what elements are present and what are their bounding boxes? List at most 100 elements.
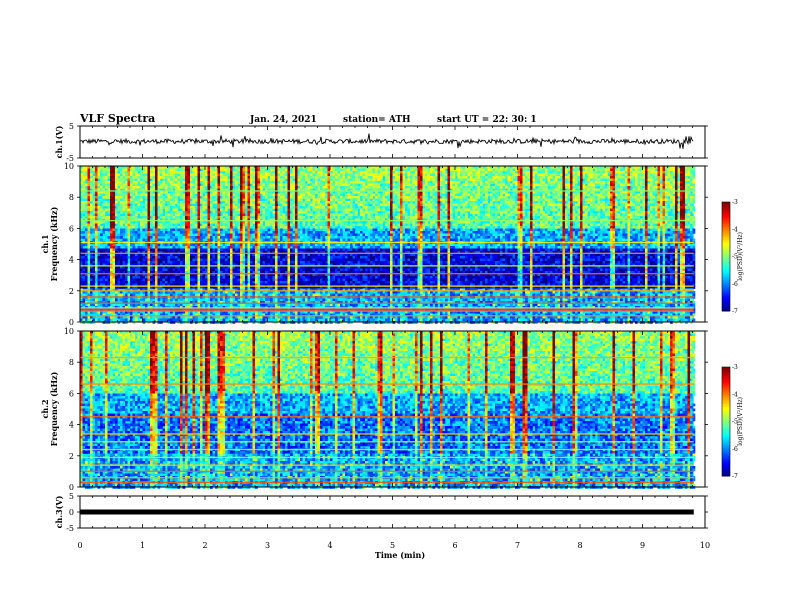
psd-cell [565, 176, 568, 179]
psd-cell [688, 214, 691, 217]
psd-cell [133, 179, 136, 182]
psd-cell [468, 199, 471, 202]
psd-cell [233, 201, 236, 204]
psd-cell [113, 176, 116, 179]
psd-cell [613, 211, 616, 214]
psd-cell [413, 184, 416, 187]
psd-cell [428, 171, 431, 174]
psd-cell [145, 176, 148, 179]
psd-cell [278, 201, 281, 204]
psd-cell [83, 174, 86, 177]
psd-cell [305, 196, 308, 199]
psd-cell [508, 206, 511, 209]
psd-cell [295, 179, 298, 182]
psd-cell [565, 211, 568, 214]
psd-cell [145, 216, 148, 219]
psd-cell [273, 204, 276, 207]
psd-cell [415, 171, 418, 174]
psd-cell [508, 179, 511, 182]
psd-cell [165, 171, 168, 174]
psd-cell [498, 211, 501, 214]
psd-cell [498, 186, 501, 189]
psd-cell [538, 179, 541, 182]
psd-cell [395, 206, 398, 209]
psd-cell [370, 171, 373, 174]
psd-cell [340, 169, 343, 172]
psd-cell [528, 169, 531, 172]
psd-cell [403, 196, 406, 199]
psd-cell [213, 171, 216, 174]
psd-cell [625, 216, 628, 219]
psd-cell [565, 184, 568, 187]
psd-cell [673, 171, 676, 174]
psd-cell [235, 184, 238, 187]
psd-cell [453, 211, 456, 214]
psd-cell [90, 204, 93, 207]
psd-cell [468, 186, 471, 189]
psd-cell [113, 184, 116, 187]
psd-cell [668, 204, 671, 207]
psd-cell [588, 214, 591, 217]
psd-cell [555, 199, 558, 202]
psd-cell [433, 214, 436, 217]
psd-cell [378, 179, 381, 182]
psd-cell [603, 196, 606, 199]
psd-cell [668, 174, 671, 177]
psd-cell [110, 194, 113, 197]
psd-cell [528, 216, 531, 219]
psd-cell [248, 169, 251, 172]
psd-cell [588, 194, 591, 197]
psd-cell [293, 176, 296, 179]
psd-cell [570, 169, 573, 172]
psd-cell [218, 171, 221, 174]
psd-cell [303, 186, 306, 189]
psd-cell [278, 171, 281, 174]
psd-cell [185, 211, 188, 214]
psd-cell [530, 171, 533, 174]
psd-cell [660, 179, 663, 182]
psd-cell [95, 199, 98, 202]
psd-cell [650, 179, 653, 182]
psd-cell [633, 196, 636, 199]
psd-cell [408, 179, 411, 182]
psd-cell [160, 216, 163, 219]
psd-cell [485, 186, 488, 189]
psd-cell [420, 196, 423, 199]
psd-cell [108, 181, 111, 184]
psd-cell [520, 179, 523, 182]
psd-cell [645, 194, 648, 197]
psd-cell [653, 199, 656, 202]
psd-cell [380, 209, 383, 212]
psd-cell [168, 169, 171, 172]
psd-cell [583, 174, 586, 177]
psd-cell [225, 209, 228, 212]
psd-cell [388, 186, 391, 189]
psd-cell [220, 179, 223, 182]
psd-cell [120, 169, 123, 172]
psd-cell [450, 201, 453, 204]
psd-cell [678, 199, 681, 202]
psd-cell [573, 179, 576, 182]
psd-cell [315, 206, 318, 209]
psd-cell [660, 194, 663, 197]
psd-cell [628, 214, 631, 217]
psd-cell [613, 181, 616, 184]
psd-cell [578, 171, 581, 174]
psd-cell [378, 186, 381, 189]
psd-cell [595, 209, 598, 212]
psd-cell [625, 206, 628, 209]
psd-cell [118, 206, 121, 209]
psd-cell [500, 204, 503, 207]
psd-cell [260, 181, 263, 184]
psd-cell [330, 199, 333, 202]
psd-cell [355, 201, 358, 204]
psd-cell [350, 174, 353, 177]
psd-cell [393, 176, 396, 179]
psd-cell [598, 184, 601, 187]
psd-cell [693, 184, 696, 187]
psd-cell [490, 179, 493, 182]
psd-cell [523, 171, 526, 174]
psd-cell [335, 199, 338, 202]
psd-cell [345, 196, 348, 199]
psd-cell [348, 174, 351, 177]
